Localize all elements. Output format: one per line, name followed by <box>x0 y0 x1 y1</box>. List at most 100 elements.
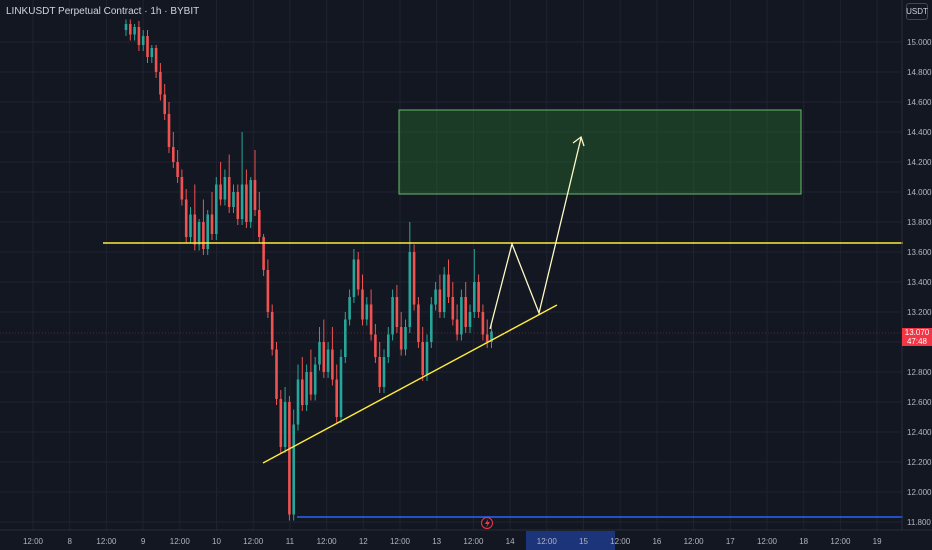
candle <box>206 210 209 255</box>
candle <box>210 192 214 240</box>
candle <box>137 21 141 51</box>
candle <box>322 319 326 378</box>
candle <box>245 169 248 228</box>
candle <box>154 45 158 78</box>
candle <box>146 30 149 63</box>
candlestick-series <box>124 19 493 521</box>
candle <box>382 349 386 393</box>
candle <box>309 349 313 401</box>
candle <box>313 357 317 401</box>
price-tick-label: 14.800 <box>907 68 932 77</box>
candle <box>399 312 403 356</box>
price-tick-label: 13.800 <box>907 218 932 227</box>
candle <box>223 169 227 206</box>
candle <box>455 304 459 341</box>
time-tick-label: 13 <box>432 537 441 546</box>
price-tick-label: 14.400 <box>907 128 932 137</box>
time-tick-label: 14 <box>506 537 515 546</box>
candle <box>369 289 373 341</box>
candle <box>232 184 235 213</box>
candle <box>318 327 321 371</box>
candle <box>172 132 175 168</box>
time-axis[interactable]: 12:00 8 12:00 9 12:00 10 12:00 11 12:00 12 12:00 13… <box>23 537 882 546</box>
candle <box>473 249 476 318</box>
candle <box>124 19 128 36</box>
candle <box>266 259 270 318</box>
time-tick-label: 8 <box>67 537 72 546</box>
candle <box>240 132 244 225</box>
candle <box>348 289 351 326</box>
candle <box>391 289 394 341</box>
time-tick-label: 12:00 <box>23 537 44 546</box>
candle <box>442 267 446 318</box>
price-tick-label: 14.200 <box>907 158 932 167</box>
candle <box>129 19 132 41</box>
candle <box>395 285 399 333</box>
candle <box>219 162 222 206</box>
candle <box>258 192 261 243</box>
candle <box>227 154 231 213</box>
grid-lines <box>0 0 902 530</box>
price-tick-label: 14.600 <box>907 98 932 107</box>
candle <box>361 274 364 326</box>
time-tick-label: 10 <box>212 537 221 546</box>
time-tick-label: 19 <box>873 537 882 546</box>
time-tick-label: 9 <box>141 537 146 546</box>
time-tick-label: 17 <box>726 537 735 546</box>
time-tick-label: 18 <box>799 537 808 546</box>
time-tick-label: 12:00 <box>684 537 705 546</box>
currency-button[interactable]: USDT <box>906 3 928 20</box>
candle <box>408 222 412 333</box>
lightning-icon[interactable] <box>481 517 493 529</box>
price-tick-label: 12.000 <box>907 488 932 497</box>
candle <box>249 177 252 228</box>
candle <box>283 387 287 453</box>
candle <box>378 342 381 393</box>
time-tick-label: 16 <box>652 537 661 546</box>
candle <box>404 319 407 356</box>
time-tick-label: 12:00 <box>830 537 851 546</box>
candle <box>202 199 205 255</box>
time-tick-label: 12:00 <box>757 537 778 546</box>
candle <box>490 324 493 348</box>
candle <box>477 274 480 318</box>
candle <box>356 252 360 296</box>
candle <box>326 342 330 378</box>
candle <box>374 324 377 363</box>
time-axis-highlight <box>526 531 615 550</box>
time-tick-label: 12 <box>359 537 368 546</box>
price-tick-label: 13.600 <box>907 248 932 257</box>
bar-countdown-tag: 47:48 <box>902 337 932 346</box>
candle <box>150 45 154 63</box>
candle <box>339 349 343 423</box>
candle <box>451 282 455 326</box>
candle <box>468 304 472 333</box>
time-tick-label: 12:00 <box>610 537 631 546</box>
candle <box>262 234 265 276</box>
candle <box>184 189 188 243</box>
candle <box>236 184 240 225</box>
candle <box>438 274 442 318</box>
symbol-title[interactable]: LINKUSDT Perpetual Contract · 1h · BYBIT <box>6 6 200 17</box>
candle <box>464 282 467 333</box>
candle <box>460 289 463 341</box>
candle <box>425 334 429 381</box>
candle <box>412 244 416 311</box>
time-tick-label: 12:00 <box>170 537 191 546</box>
last-price-tag: 13.070 <box>902 328 932 337</box>
candle <box>365 297 369 326</box>
time-tick-label: 12:00 <box>390 537 411 546</box>
candle <box>176 150 179 183</box>
candle <box>344 312 347 363</box>
candle <box>189 207 192 243</box>
support-trendline <box>262 304 558 464</box>
candle <box>305 364 308 411</box>
candle <box>417 297 420 348</box>
target-zone <box>398 109 802 195</box>
candle <box>296 364 300 431</box>
price-axis[interactable]: 15.000 14.800 14.600 14.400 14.200 14.000 13.8… <box>907 38 932 527</box>
candle <box>141 30 145 51</box>
time-tick-label: 12:00 <box>317 537 338 546</box>
price-tick-label: 15.000 <box>907 38 932 47</box>
